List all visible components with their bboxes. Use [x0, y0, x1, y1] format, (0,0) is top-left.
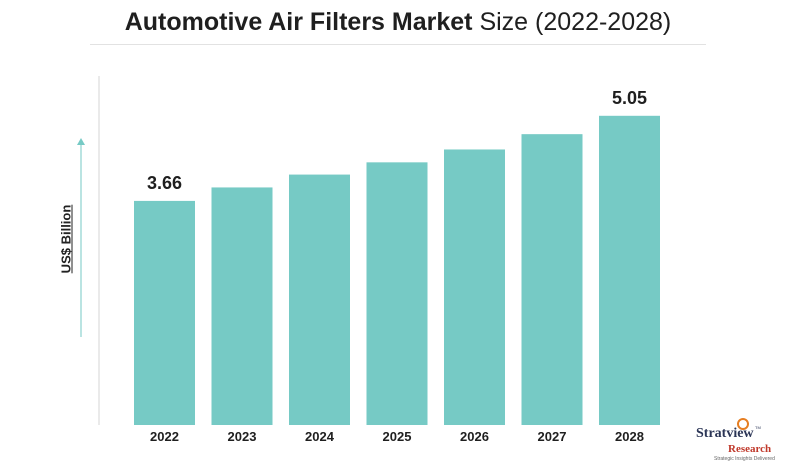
x-tick-label-2026: 2026 [460, 429, 489, 444]
x-tick-label-2025: 2025 [383, 429, 412, 444]
value-labels-group: 3.66 5.05 [147, 88, 647, 193]
chart-title-main: Automotive Air Filters Market [124, 8, 473, 36]
logo-trademark: TM [755, 425, 761, 430]
stratview-logo: Stratview TM Research Strategic Insights… [694, 418, 784, 464]
bar-2024 [289, 174, 350, 425]
y-axis-arrow-head [77, 138, 85, 145]
bar-2023 [211, 187, 273, 425]
data-label-2022: 3.66 [147, 173, 182, 193]
title-underline [90, 44, 706, 45]
y-axis-label: US$ Billion [58, 204, 74, 274]
x-tick-label-2024: 2024 [305, 429, 335, 444]
x-tick-labels-group: 2022 2023 2024 2025 2026 2027 2028 [150, 429, 644, 444]
logo-brand: Stratview [696, 426, 754, 441]
bar-2022 [134, 200, 195, 425]
bar-2025 [366, 162, 428, 425]
logo-target-icon [737, 418, 749, 430]
x-tick-label-2023: 2023 [228, 429, 257, 444]
x-tick-label-2022: 2022 [150, 429, 179, 444]
chart-title: Automotive Air Filters Market Size (2022… [0, 8, 796, 37]
bars-group [134, 115, 660, 425]
bar-2028 [599, 115, 660, 425]
logo-brand-research: Research [728, 443, 772, 455]
chart-title-sub: Size (2022-2028) [479, 8, 672, 36]
logo-tagline: Strategic Insights Delivered [714, 456, 775, 462]
x-tick-label-2027: 2027 [538, 429, 567, 444]
bar-2026 [444, 149, 505, 425]
x-tick-label-2028: 2028 [615, 429, 644, 444]
data-label-2028: 5.05 [612, 88, 647, 108]
bar-2027 [521, 134, 583, 425]
